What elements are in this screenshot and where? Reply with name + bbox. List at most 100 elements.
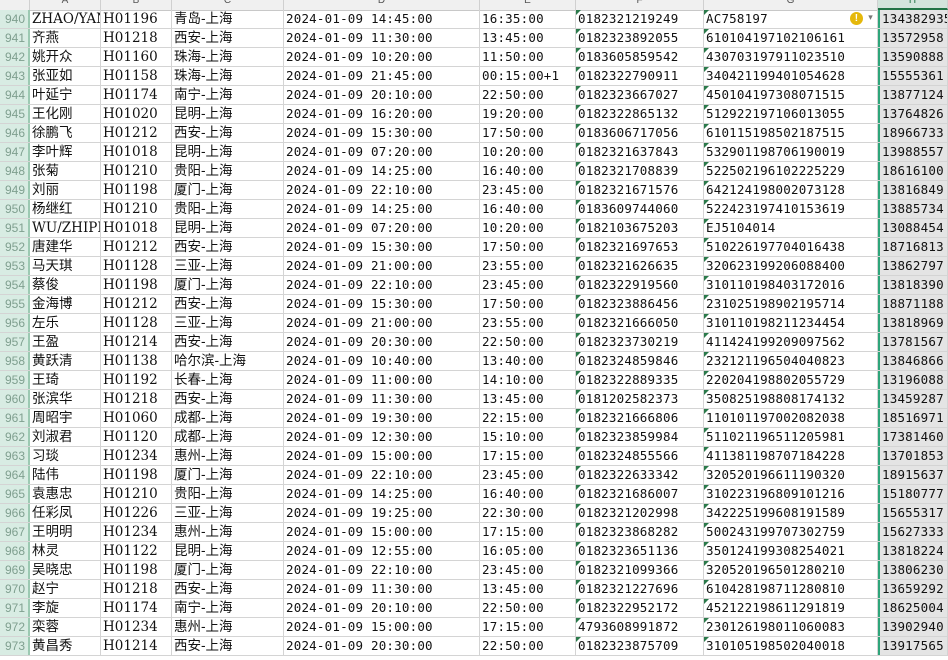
cell-e[interactable]: 23:55:00 — [480, 257, 576, 275]
cell-f[interactable]: 0183609744060 — [576, 200, 704, 218]
column-header-d[interactable]: D — [284, 0, 480, 10]
cell-f[interactable]: 0182321227696 — [576, 580, 704, 598]
cell-d[interactable]: 2024-01-09 21:00:00 — [284, 257, 480, 275]
cell-h[interactable]: 18915637 — [878, 466, 948, 484]
cell-d[interactable]: 2024-01-09 14:45:00 — [284, 10, 480, 28]
row-number[interactable]: 969 — [0, 561, 30, 579]
cell-a[interactable]: 蔡俊 — [30, 276, 101, 294]
cell-e[interactable]: 11:50:00 — [480, 48, 576, 66]
cell-f[interactable]: 0182321697653 — [576, 238, 704, 256]
cell-a[interactable]: 张滨华 — [30, 390, 101, 408]
row-number[interactable]: 971 — [0, 599, 30, 617]
cell-c[interactable]: 西安-上海 — [172, 637, 284, 655]
cell-d[interactable]: 2024-01-09 20:30:00 — [284, 333, 480, 351]
cell-e[interactable]: 16:40:00 — [480, 485, 576, 503]
cell-d[interactable]: 2024-01-09 19:30:00 — [284, 409, 480, 427]
cell-h[interactable]: 18871188 — [878, 295, 948, 313]
cell-a[interactable]: 林灵 — [30, 542, 101, 560]
cell-e[interactable]: 22:50:00 — [480, 637, 576, 655]
cell-f[interactable]: 0182322919560 — [576, 276, 704, 294]
cell-g[interactable]: 642124198002073128 — [704, 181, 878, 199]
cell-f[interactable]: 4793608991872 — [576, 618, 704, 636]
cell-a[interactable]: 张菊 — [30, 162, 101, 180]
cell-c[interactable]: 厦门-上海 — [172, 561, 284, 579]
row-number[interactable]: 966 — [0, 504, 30, 522]
cell-f[interactable]: 0182323886456 — [576, 295, 704, 313]
cell-c[interactable]: 厦门-上海 — [172, 181, 284, 199]
cell-h[interactable]: 13088454 — [878, 219, 948, 237]
cell-f[interactable]: 0182323892055 — [576, 29, 704, 47]
cell-g[interactable]: 220204198802055729 — [704, 371, 878, 389]
cell-a[interactable]: 李旋 — [30, 599, 101, 617]
cell-e[interactable]: 16:05:00 — [480, 542, 576, 560]
cell-h[interactable]: 13818969 — [878, 314, 948, 332]
cell-a[interactable]: 周昭宇 — [30, 409, 101, 427]
cell-f[interactable]: 0182323651136 — [576, 542, 704, 560]
cell-e[interactable]: 17:50:00 — [480, 238, 576, 256]
cell-g[interactable]: 411424199209097562 — [704, 333, 878, 351]
cell-a[interactable]: 黄跃清 — [30, 352, 101, 370]
cell-d[interactable]: 2024-01-09 15:00:00 — [284, 618, 480, 636]
cell-e[interactable]: 23:45:00 — [480, 276, 576, 294]
cell-f[interactable]: 0182323730219 — [576, 333, 704, 351]
cell-b[interactable]: H01212 — [101, 124, 172, 142]
row-number[interactable]: 962 — [0, 428, 30, 446]
cell-a[interactable]: 左乐 — [30, 314, 101, 332]
cell-c[interactable]: 贵阳-上海 — [172, 485, 284, 503]
cell-g[interactable]: 310223196809101216 — [704, 485, 878, 503]
row-number[interactable]: 949 — [0, 181, 30, 199]
cell-d[interactable]: 2024-01-09 14:25:00 — [284, 485, 480, 503]
row-number[interactable]: 941 — [0, 29, 30, 47]
row-number[interactable]: 954 — [0, 276, 30, 294]
cell-f[interactable]: 0182322790911 — [576, 67, 704, 85]
cell-h[interactable]: 18516971 — [878, 409, 948, 427]
cell-d[interactable]: 2024-01-09 15:30:00 — [284, 295, 480, 313]
row-number[interactable]: 942 — [0, 48, 30, 66]
cell-b[interactable]: H01218 — [101, 29, 172, 47]
cell-a[interactable]: 王明明 — [30, 523, 101, 541]
cell-b[interactable]: H01214 — [101, 333, 172, 351]
cell-e[interactable]: 13:45:00 — [480, 29, 576, 47]
column-header-b[interactable]: B — [101, 0, 172, 10]
row-number[interactable]: 967 — [0, 523, 30, 541]
cell-g[interactable]: 511021196511205981 — [704, 428, 878, 446]
row-number[interactable]: 953 — [0, 257, 30, 275]
cell-a[interactable]: 马天琪 — [30, 257, 101, 275]
cell-c[interactable]: 昆明-上海 — [172, 105, 284, 123]
cell-h[interactable]: 13862797 — [878, 257, 948, 275]
cell-a[interactable]: 吴晓忠 — [30, 561, 101, 579]
cell-e[interactable]: 23:45:00 — [480, 466, 576, 484]
cell-b[interactable]: H01210 — [101, 162, 172, 180]
cell-d[interactable]: 2024-01-09 20:10:00 — [284, 86, 480, 104]
cell-d[interactable]: 2024-01-09 14:25:00 — [284, 162, 480, 180]
row-number[interactable]: 947 — [0, 143, 30, 161]
cell-f[interactable]: 0182323667027 — [576, 86, 704, 104]
cell-e[interactable]: 22:15:00 — [480, 409, 576, 427]
cell-d[interactable]: 2024-01-09 15:30:00 — [284, 238, 480, 256]
cell-e[interactable]: 17:50:00 — [480, 124, 576, 142]
exclamation-circle-icon[interactable]: ! — [850, 12, 863, 25]
cell-b[interactable]: H01060 — [101, 409, 172, 427]
cell-b[interactable]: H01120 — [101, 428, 172, 446]
cell-f[interactable]: 0182321708839 — [576, 162, 704, 180]
cell-g[interactable]: 320520196611190320 — [704, 466, 878, 484]
cell-h[interactable]: 18625004 — [878, 599, 948, 617]
cell-c[interactable]: 厦门-上海 — [172, 466, 284, 484]
cell-e[interactable]: 14:10:00 — [480, 371, 576, 389]
cell-h[interactable]: 18616100 — [878, 162, 948, 180]
row-number[interactable]: 946 — [0, 124, 30, 142]
cell-c[interactable]: 成都-上海 — [172, 409, 284, 427]
cell-c[interactable]: 惠州-上海 — [172, 618, 284, 636]
cell-h[interactable]: 13902940 — [878, 618, 948, 636]
cell-e[interactable]: 15:10:00 — [480, 428, 576, 446]
cell-f[interactable]: 0182321666050 — [576, 314, 704, 332]
cell-a[interactable]: 金海博 — [30, 295, 101, 313]
cell-b[interactable]: H01214 — [101, 637, 172, 655]
cell-g[interactable]: 500243199707302759 — [704, 523, 878, 541]
cell-e[interactable]: 17:50:00 — [480, 295, 576, 313]
row-number[interactable]: 948 — [0, 162, 30, 180]
cell-f[interactable]: 0182321219249 — [576, 10, 704, 28]
cell-f[interactable]: 0182321099366 — [576, 561, 704, 579]
cell-c[interactable]: 西安-上海 — [172, 124, 284, 142]
cell-g[interactable]: 230126198011060083 — [704, 618, 878, 636]
